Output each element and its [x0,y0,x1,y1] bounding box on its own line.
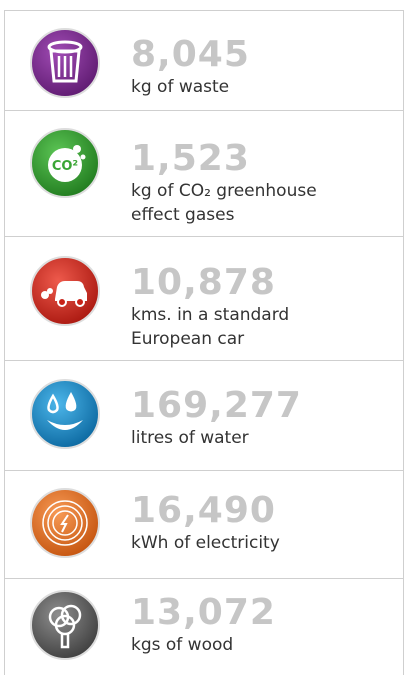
car-row: 10,878 kms. in a standard European car [5,237,403,361]
car-icon [30,256,100,326]
description: effect gases [131,205,235,225]
value: 10,878 [131,262,276,303]
description: kg of CO₂ greenhouse [131,181,317,201]
description: kWh of electricity [131,533,280,553]
value: 169,277 [131,385,302,426]
water-row: 169,277 litres of water [5,361,403,471]
value: 13,072 [131,592,276,633]
description: kms. in a standard [131,305,290,325]
waste-row: 8,045 kg of waste [5,11,403,111]
savings-list: 8,045 kg of waste CO² 1,523 kg of CO₂ gr… [4,10,404,675]
description: litres of water [131,428,249,448]
water-icon [30,379,100,449]
value: 8,045 [131,34,250,75]
electricity-row: 16,490 kWh of electricity [5,471,403,579]
co2-icon: CO² [30,128,100,198]
icon-label: CO² [52,159,78,174]
value: 1,523 [131,138,250,179]
wood-icon [30,590,100,660]
description: kgs of wood [131,635,234,655]
description: kg of waste [131,77,230,97]
description: European car [131,329,245,349]
co2-row: CO² 1,523 kg of CO₂ greenhouse effect ga… [5,111,403,237]
waste-icon [30,28,100,98]
value: 16,490 [131,490,276,531]
electricity-icon [30,488,100,558]
wood-row: 13,072 kgs of wood [5,579,403,675]
